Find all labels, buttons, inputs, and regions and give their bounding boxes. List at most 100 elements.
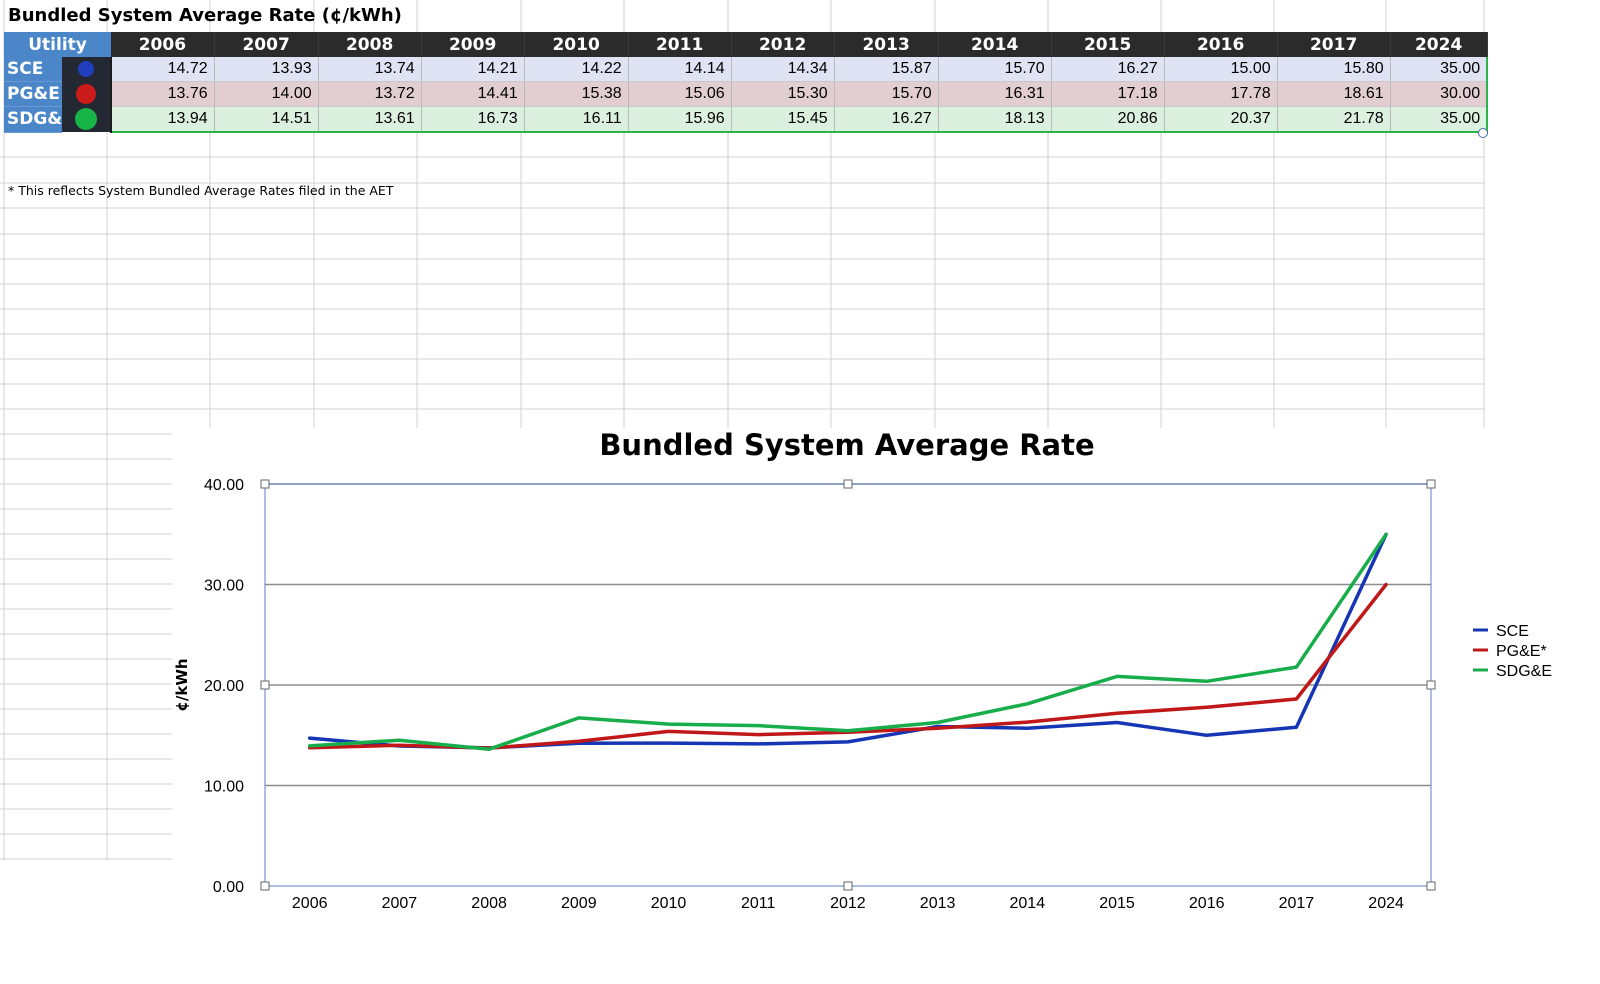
table-header-row: Utility 2006 2007 2008 2009 2010 2011 20…	[4, 32, 1488, 57]
x-tick-label: 2010	[651, 895, 687, 912]
year-header[interactable]: 2017	[1277, 32, 1391, 57]
y-axis-label: ¢/kWh	[173, 658, 191, 711]
sheet-title: Bundled System Average Rate (¢/kWh)	[8, 5, 402, 26]
year-header[interactable]: 2010	[524, 32, 629, 57]
utility-name-cell[interactable]: PG&E	[4, 81, 63, 107]
value-cell[interactable]: 14.34	[731, 57, 835, 82]
value-cell[interactable]: 14.21	[421, 57, 525, 82]
value-cell[interactable]: 14.00	[214, 81, 319, 107]
value-cell[interactable]: 14.41	[421, 81, 525, 107]
indicator-cell[interactable]	[62, 81, 113, 107]
value-cell[interactable]: 15.38	[524, 81, 629, 107]
value-cell[interactable]: 18.61	[1277, 81, 1391, 107]
year-header[interactable]: 2011	[628, 32, 732, 57]
series-line[interactable]	[307, 532, 1388, 751]
plot-resize-handle[interactable]	[843, 881, 853, 891]
year-header[interactable]: 2015	[1051, 32, 1165, 57]
value-cell[interactable]: 16.27	[834, 106, 939, 133]
plot-resize-handle[interactable]	[260, 479, 270, 489]
value-cell[interactable]: 13.72	[318, 81, 422, 107]
x-tick-label: 2013	[920, 895, 956, 912]
plot-resize-handle[interactable]	[843, 479, 853, 489]
x-tick-label: 2015	[1099, 895, 1135, 912]
x-tick-label: 2017	[1279, 895, 1315, 912]
table-row-sce: SCE 14.72 13.93 13.74 14.21 14.22 14.14 …	[4, 57, 1489, 82]
value-cell[interactable]: 15.00	[1164, 57, 1278, 82]
value-cell[interactable]: 20.37	[1164, 106, 1278, 133]
year-header[interactable]: 2012	[731, 32, 835, 57]
value-cell[interactable]: 21.78	[1277, 106, 1391, 133]
year-header[interactable]: 2007	[214, 32, 319, 57]
value-cell[interactable]: 14.51	[214, 106, 319, 133]
value-cell[interactable]: 16.31	[938, 81, 1052, 107]
value-cell[interactable]: 13.61	[318, 106, 422, 133]
x-tick-label: 2006	[292, 895, 328, 912]
value-cell[interactable]: 14.22	[524, 57, 629, 82]
value-cell[interactable]: 15.45	[731, 106, 835, 133]
value-cell[interactable]: 13.76	[111, 81, 215, 107]
value-cell[interactable]: 35.00	[1390, 57, 1489, 82]
indicator-cell[interactable]	[62, 106, 113, 132]
legend-label[interactable]: SCE	[1496, 623, 1529, 640]
selection-resize-handle[interactable]	[1478, 128, 1488, 138]
x-tick-label: 2024	[1368, 895, 1404, 912]
x-tick-label: 2012	[830, 895, 866, 912]
table-row-pge: PG&E 13.76 14.00 13.72 14.41 15.38 15.06…	[4, 81, 1489, 107]
x-tick-label: 2007	[382, 895, 418, 912]
utility-header[interactable]: Utility	[4, 32, 112, 57]
value-cell[interactable]: 16.27	[1051, 57, 1165, 82]
series-line[interactable]	[307, 532, 1388, 750]
value-cell[interactable]: 16.73	[421, 106, 525, 133]
status-dot-icon	[78, 61, 95, 78]
value-cell[interactable]: 15.06	[628, 81, 732, 107]
value-cell[interactable]: 15.70	[834, 81, 939, 107]
plot-resize-handle[interactable]	[260, 881, 270, 891]
x-tick-label: 2008	[471, 895, 507, 912]
value-cell[interactable]: 15.30	[731, 81, 835, 107]
year-header[interactable]: 2008	[318, 32, 422, 57]
x-tick-label: 2016	[1189, 895, 1225, 912]
value-cell[interactable]: 18.13	[938, 106, 1052, 133]
year-header[interactable]: 2024	[1390, 32, 1488, 57]
value-cell[interactable]: 15.70	[938, 57, 1052, 82]
value-cell[interactable]: 30.00	[1390, 81, 1489, 107]
legend-label[interactable]: PG&E*	[1496, 643, 1547, 660]
chart-plot[interactable]: 0.00 10.00 20.00 30.00 40.00 2006 2007 2008 2009…	[172, 428, 1600, 984]
value-cell[interactable]: 20.86	[1051, 106, 1165, 133]
year-header[interactable]: 2016	[1164, 32, 1278, 57]
value-cell[interactable]: 35.00	[1390, 106, 1489, 133]
value-cell[interactable]: 17.18	[1051, 81, 1165, 107]
value-cell[interactable]: 13.74	[318, 57, 422, 82]
plot-resize-handle[interactable]	[1426, 479, 1436, 489]
x-tick-label: 2014	[1010, 895, 1046, 912]
year-header[interactable]: 2006	[111, 32, 215, 57]
plot-resize-handle[interactable]	[1426, 881, 1436, 891]
value-cell[interactable]: 15.80	[1277, 57, 1391, 82]
legend-label[interactable]: SDG&E	[1496, 663, 1552, 680]
y-tick-label: 10.00	[204, 779, 244, 796]
y-tick-label: 40.00	[204, 477, 244, 494]
indicator-cell[interactable]	[62, 57, 113, 82]
value-cell[interactable]: 13.93	[214, 57, 319, 82]
value-cell[interactable]: 17.78	[1164, 81, 1278, 107]
value-cell[interactable]: 15.87	[834, 57, 939, 82]
table-row-sdge: SDG& 13.94 14.51 13.61 16.73 16.11 15.96…	[4, 106, 1489, 133]
utility-name-cell[interactable]: SCE	[4, 57, 63, 82]
value-cell[interactable]: 16.11	[524, 106, 629, 133]
y-tick-label: 30.00	[204, 578, 244, 595]
plot-resize-handle[interactable]	[1426, 680, 1436, 690]
value-cell[interactable]: 15.96	[628, 106, 732, 133]
utility-name-cell[interactable]: SDG&	[4, 106, 63, 133]
y-tick-label: 0.00	[213, 879, 244, 896]
value-cell[interactable]: 14.72	[111, 57, 215, 82]
year-header[interactable]: 2014	[938, 32, 1052, 57]
line-chart[interactable]: Bundled System Average Rate 0.00 10.00 20.…	[172, 428, 1600, 984]
year-header[interactable]: 2013	[834, 32, 939, 57]
y-tick-label: 20.00	[204, 678, 244, 695]
year-header[interactable]: 2009	[421, 32, 525, 57]
value-cell[interactable]: 14.14	[628, 57, 732, 82]
plot-resize-handle[interactable]	[260, 680, 270, 690]
value-cell[interactable]: 13.94	[111, 106, 215, 133]
series-line[interactable]	[307, 582, 1388, 750]
x-tick-label: 2011	[741, 895, 776, 912]
